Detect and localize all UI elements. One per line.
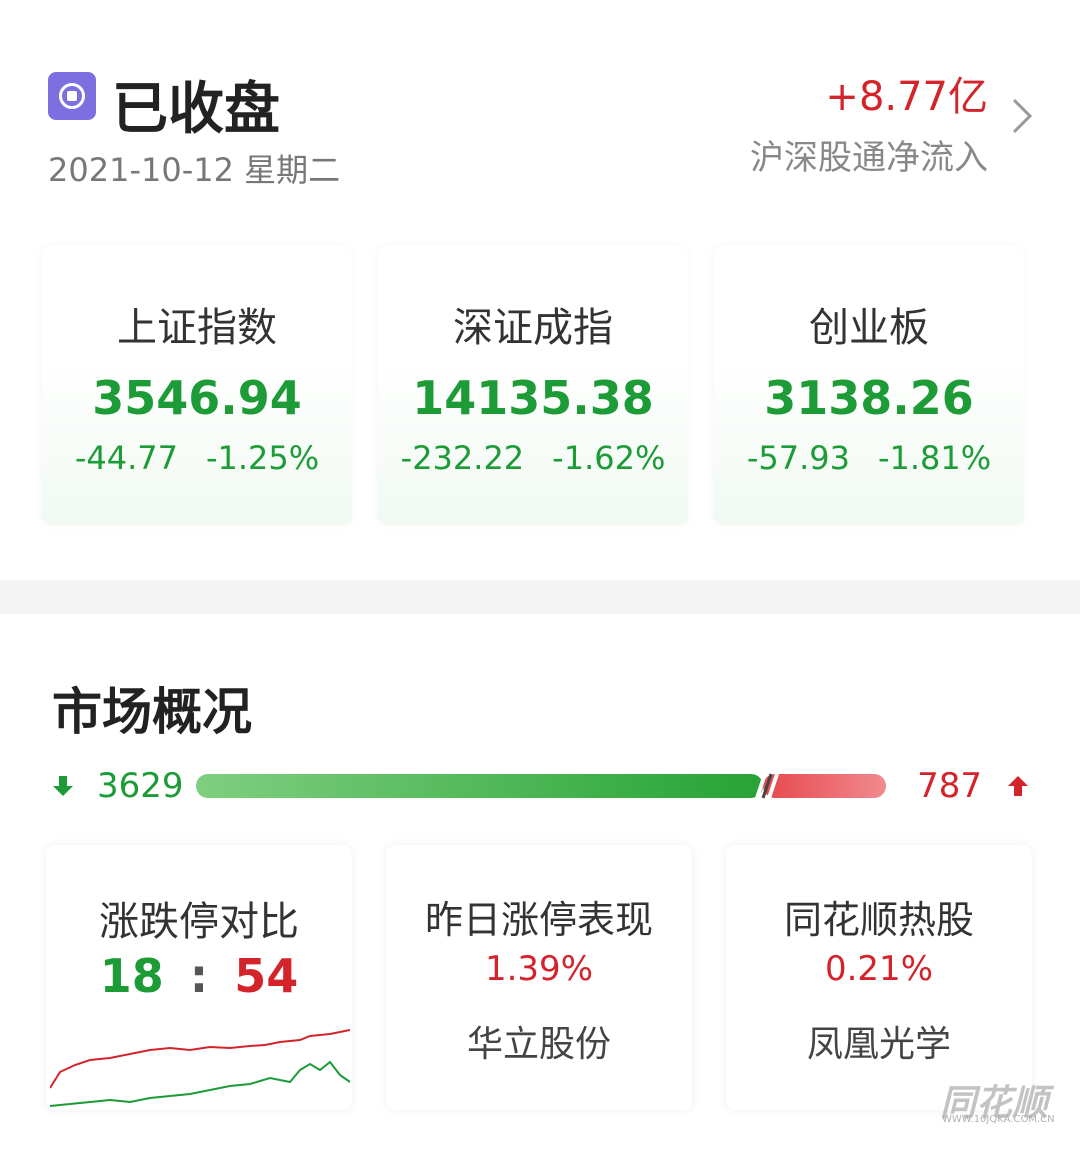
index-price: 14135.38 [412, 371, 654, 425]
flow-label[interactable]: 沪深股通净流入 [750, 138, 988, 178]
up-count: 787 [917, 766, 982, 806]
index-change-row: -232.22 -1.62% [378, 439, 688, 477]
index-pct: -1.62% [552, 439, 666, 477]
divider [0, 580, 1080, 614]
index-name: 创业板 [809, 305, 929, 351]
limit-left: 18 [99, 949, 164, 1003]
down-count: 3629 [97, 766, 184, 806]
status: 已收盘 [112, 77, 280, 142]
flow-value[interactable]: +8.77亿 [825, 74, 988, 120]
up-arrow [1008, 776, 1028, 796]
index-pct: -1.25% [205, 439, 320, 477]
card-title: 昨日涨停表现 [424, 898, 653, 942]
split-gap [755, 773, 779, 799]
card-stock: 凤凰光学 [806, 1024, 951, 1065]
card-pct: 0.21% [824, 949, 933, 989]
limit-right: 54 [234, 949, 299, 1003]
index-name: 上证指数 [117, 305, 277, 351]
index-change: -44.77 [74, 439, 178, 477]
hot-card[interactable]: 昨日涨停表现 1.39% 华立股份 [386, 845, 692, 1110]
ratio-bar [196, 773, 886, 799]
card-stock: 华立股份 [466, 1024, 611, 1065]
chevron[interactable] [1010, 96, 1034, 136]
section-title: 市场概况 [52, 683, 252, 741]
date: 2021-10-12 星期二 [48, 151, 341, 189]
index-price: 3546.94 [92, 371, 302, 425]
limit-ratio: 18 : 54 [46, 949, 352, 1003]
card-title: 同花顺热股 [783, 898, 974, 942]
index-change-row: -57.93 -1.81% [714, 439, 1024, 477]
split-mark [761, 773, 773, 799]
card-pct: 1.39% [484, 949, 593, 989]
index-pct: -1.81% [877, 439, 992, 477]
status-icon [48, 72, 96, 120]
index-change-row: -44.77 -1.25% [42, 439, 352, 477]
index-card[interactable]: 创业板 3138.26 -57.93 -1.81% [714, 245, 1024, 525]
down-arrow [53, 776, 73, 796]
hot-card[interactable]: 同花顺热股 0.21% 凤凰光学 [726, 845, 1032, 1110]
index-price: 3138.26 [764, 371, 974, 425]
index-change: -57.93 [746, 439, 850, 477]
up-segment [763, 774, 886, 798]
card-title: 涨跌停对比 [99, 899, 299, 945]
index-change: -232.22 [400, 439, 525, 477]
index-name: 深证成指 [453, 305, 613, 351]
watermark-brand: 同花顺 [940, 1083, 1049, 1124]
sparkline [50, 1029, 350, 1107]
watermark-url: WWW.10JQKA.COM.CN [942, 1114, 1055, 1125]
separator: : [189, 949, 209, 1003]
down-segment [196, 774, 764, 798]
index-card[interactable]: 上证指数 3546.94 -44.77 -1.25% [42, 245, 352, 525]
index-card[interactable]: 深证成指 14135.38 -232.22 -1.62% [378, 245, 688, 525]
limit-card[interactable]: 涨跌停对比 18 : 54 [46, 845, 352, 1110]
